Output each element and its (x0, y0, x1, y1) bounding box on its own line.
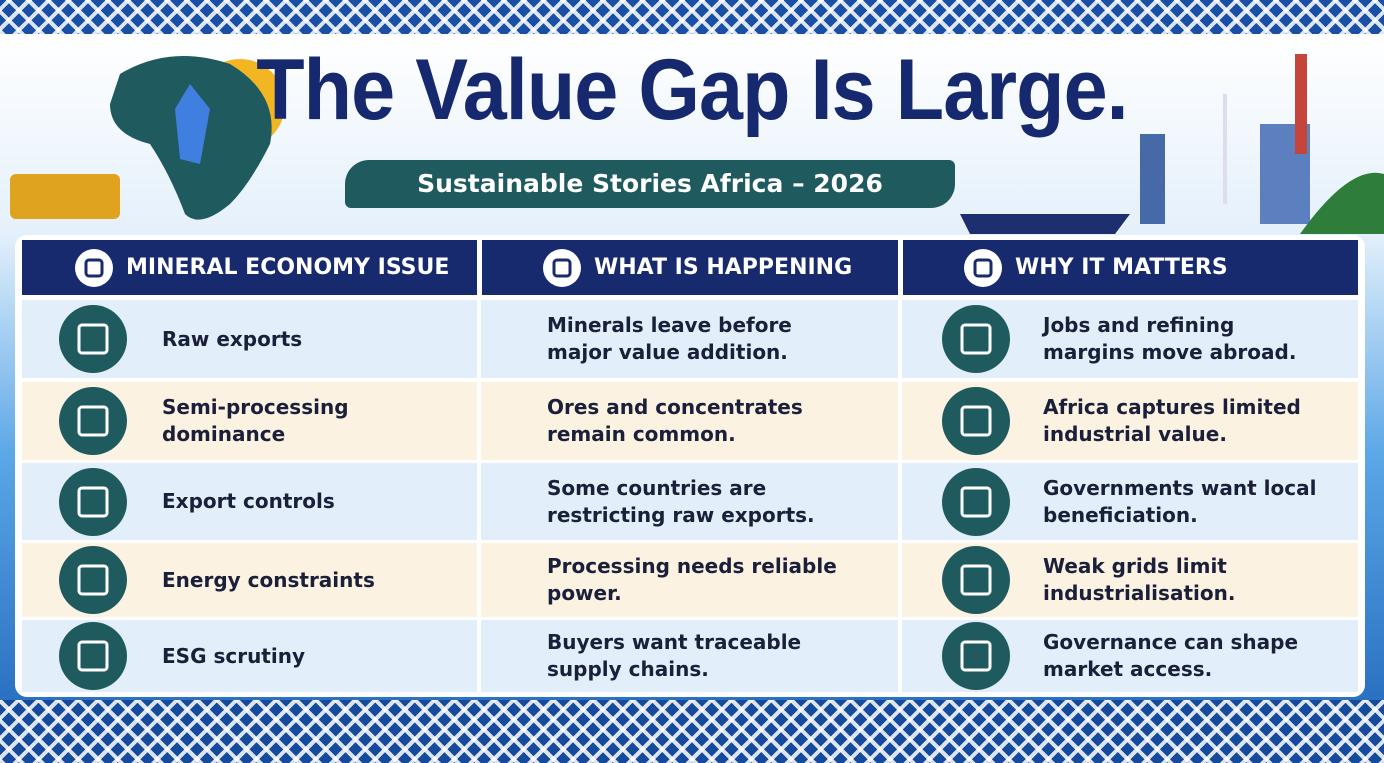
cell-text: Raw exports (162, 326, 303, 351)
cell-text: ESG scrutiny (162, 643, 305, 668)
title: The Value Gap Is Large. (256, 42, 1128, 138)
truck (10, 174, 120, 219)
bottom-pattern (0, 700, 1384, 763)
top-pattern (0, 0, 1384, 34)
icon-glyph (552, 258, 572, 277)
column-header-text: WHY IT MATTERS (1015, 255, 1228, 280)
crystal (175, 84, 210, 164)
icon (543, 248, 581, 287)
cell-text: Ores and concentrates remain common. (547, 395, 803, 446)
icon-glyph (960, 405, 992, 437)
ship (960, 214, 1130, 234)
icon (59, 546, 127, 614)
column-header-text: MINERAL ECONOMY ISSUE (126, 255, 450, 280)
icon (964, 248, 1002, 287)
table-row: Export controls Some countries are restri… (22, 463, 1358, 540)
table-cell: Export controls (22, 463, 481, 540)
icon (942, 546, 1010, 614)
column-header: MINERAL ECONOMY ISSUE (22, 240, 477, 295)
cell-text: Weak grids limit industrialisation. (1043, 554, 1236, 605)
icon-glyph (77, 486, 109, 517)
subtitle: Sustainable Stories Africa – 2026 (417, 169, 883, 198)
column-header: WHY IT MATTERS (903, 240, 1358, 295)
cell-text: Export controls (162, 489, 335, 513)
subtitle-banner (345, 160, 955, 208)
table-row: Raw exports Minerals leave before major v… (22, 300, 1358, 378)
cell-text: Minerals leave before major value additi… (547, 313, 792, 364)
icon-circle (942, 622, 1010, 690)
building (1140, 134, 1165, 224)
cell-text: Africa captures limited industrial value… (1043, 395, 1301, 446)
icon-circle (59, 546, 127, 614)
trees (1300, 172, 1384, 234)
table-cell: Energy constraints (22, 543, 481, 617)
icon-circle (942, 305, 1010, 373)
table-cell: Ores and concentrates remain common. (482, 382, 902, 460)
icon-circle (59, 305, 127, 373)
table-cell: Jobs and refining margins move abroad. (903, 300, 1358, 378)
icon (59, 622, 127, 690)
table: MINERAL ECONOMY ISSUE WHAT IS HAPPENING WH… (15, 235, 1365, 697)
icon-circle (942, 546, 1010, 614)
table-cell: ESG scrutiny (22, 620, 481, 692)
icon (59, 387, 127, 455)
icon (75, 248, 113, 287)
table-row: Energy constraints Processing needs relia… (22, 543, 1358, 617)
chimney (1295, 54, 1307, 154)
table-row: Semi-processing dominance Ores and concen… (22, 382, 1358, 460)
table-cell: Raw exports (22, 300, 481, 378)
cell-text: Processing needs reliable power. (547, 554, 837, 605)
icon-glyph (77, 323, 109, 355)
icon-circle (59, 622, 127, 690)
column-header: WHAT IS HAPPENING (482, 240, 898, 295)
table-cell: Weak grids limit industrialisation. (903, 543, 1358, 617)
table-row: ESG scrutiny Buyers want traceable supply… (22, 620, 1358, 692)
icon-glyph (960, 323, 992, 355)
table-cell: Processing needs reliable power. (482, 543, 902, 617)
table-cell: Semi-processing dominance (22, 382, 481, 460)
cell-text: Governments want local beneficiation. (1043, 475, 1317, 527)
cell-text: Jobs and refining margins move abroad. (1043, 313, 1297, 364)
table-cell: Buyers want traceable supply chains. (482, 620, 902, 692)
table-cell: Minerals leave before major value additi… (482, 300, 902, 378)
table-cell: Governments want local beneficiation. (903, 463, 1358, 540)
cell-text: Energy constraints (162, 567, 375, 592)
cell-text: Buyers want traceable supply chains. (547, 630, 802, 681)
cell-text: Some countries are restricting raw expor… (547, 475, 815, 527)
icon-glyph (77, 564, 109, 596)
icon (942, 305, 1010, 373)
icon (942, 467, 1010, 536)
icon-circle (75, 248, 113, 287)
icon-circle (964, 248, 1002, 287)
header-icon-slot (74, 248, 114, 288)
header-art (10, 54, 1384, 234)
cell-text: Governance can shape market access. (1043, 630, 1299, 681)
icon-glyph (84, 258, 104, 277)
icon-glyph (77, 405, 109, 437)
icon-circle (543, 248, 581, 287)
icon-circle (942, 467, 1010, 536)
table-cell: Governance can shape market access. (903, 620, 1358, 692)
table-cell: Africa captures limited industrial value… (903, 382, 1358, 460)
icon-circle (59, 467, 127, 536)
icon-glyph (960, 640, 992, 672)
cell-text: Semi-processing dominance (162, 395, 349, 446)
table-cell: Some countries are restricting raw expor… (482, 463, 902, 540)
icon-glyph (960, 486, 992, 517)
icon (942, 387, 1010, 455)
icon-glyph (77, 640, 109, 672)
column-header-text: WHAT IS HAPPENING (594, 255, 853, 280)
icon-circle (59, 387, 127, 455)
icon (59, 467, 127, 536)
icon-glyph (960, 564, 992, 596)
icon-circle (942, 387, 1010, 455)
icon-glyph (973, 258, 993, 277)
header-icon-slot (963, 248, 1003, 288)
header-icon-slot (542, 248, 582, 288)
icon (59, 305, 127, 373)
icon (942, 622, 1010, 690)
